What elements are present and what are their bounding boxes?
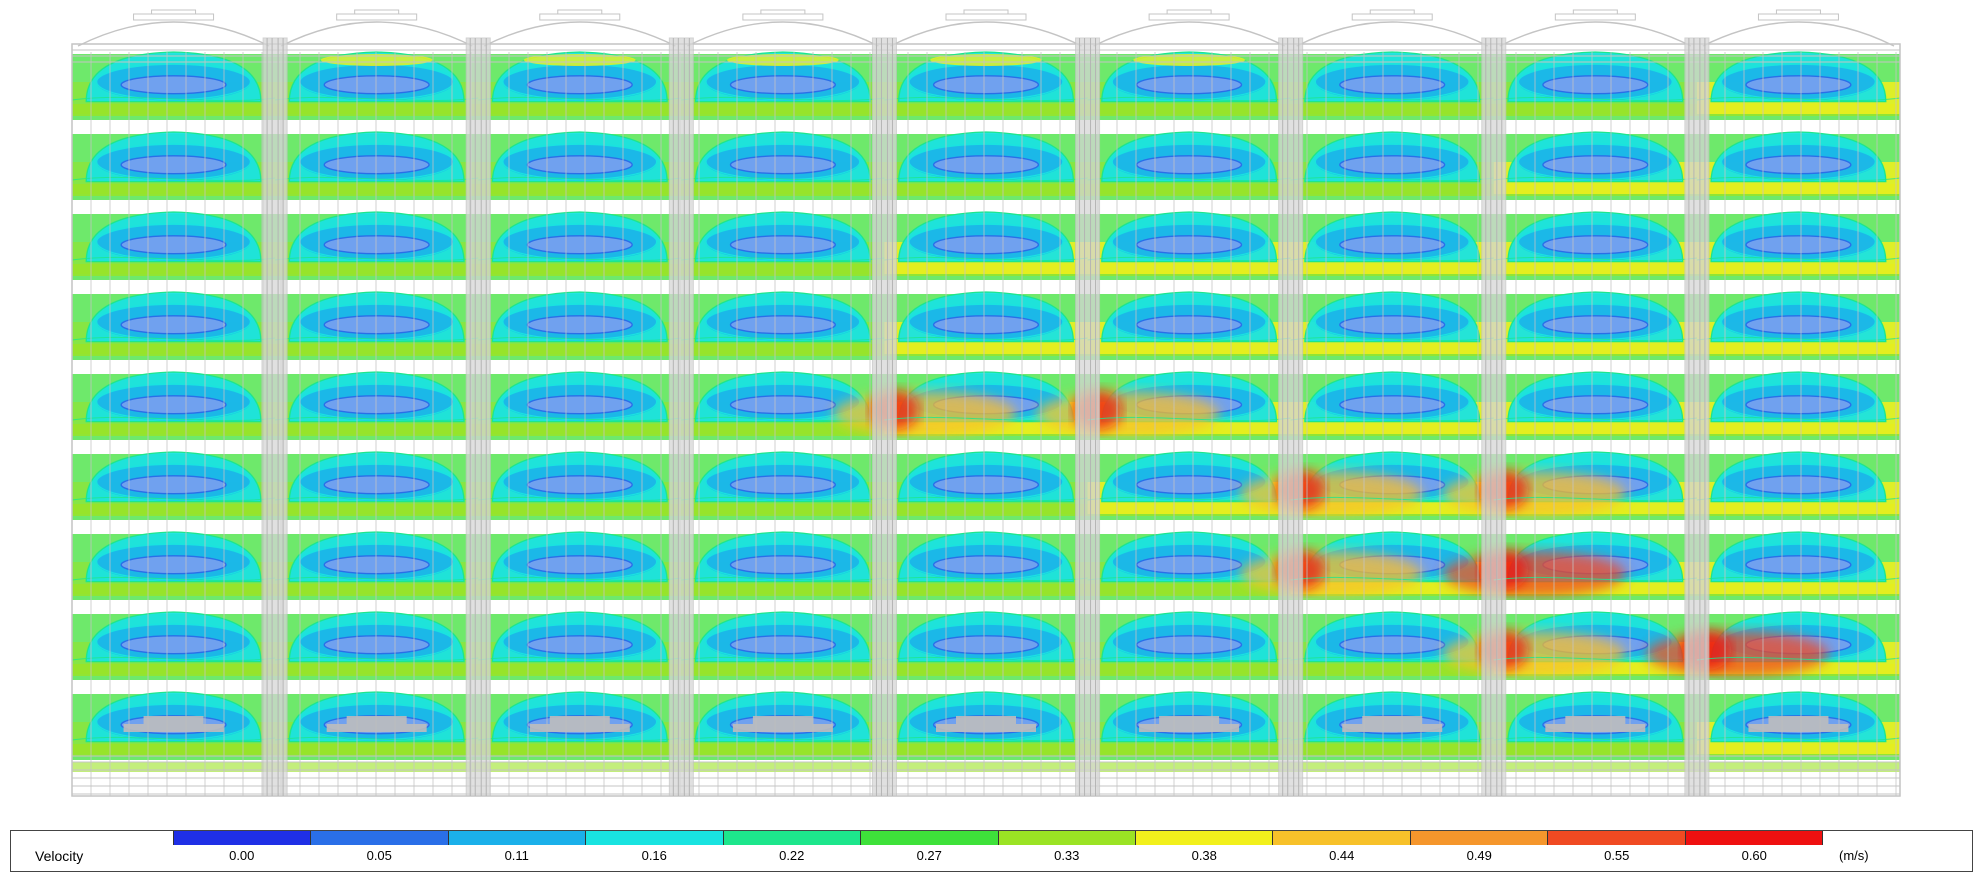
color-scale-segment [1273,831,1411,845]
color-scale-tick-label: 0.49 [1466,848,1492,863]
color-scale-tick-label: 0.33 [1054,848,1080,863]
velocity-field-diagram [71,9,1901,797]
velocity-legend: Velocity 0.00 0.05 0.11 0.16 0.22 0.27 0.33 0.3… [10,830,1973,872]
color-scale-tick-label: 0.55 [1604,848,1630,863]
color-scale-segment [1548,831,1686,845]
color-scale-tick-label: 0.27 [916,848,942,863]
color-scale-segment [448,831,587,845]
color-scale-segment [861,831,999,845]
color-scale-tick-label: 0.11 [504,848,529,863]
color-scale-segment [723,831,862,845]
color-scale-segment [1685,831,1824,845]
color-scale-tick-label: 0.44 [1329,848,1355,863]
color-scale-tick-labels: 0.00 0.05 0.11 0.16 0.22 0.27 0.33 0.38 0.44 0.49… [173,848,1823,866]
building-structure-outline [71,9,1901,797]
color-scale-segment [173,831,312,845]
color-scale-segment [311,831,449,845]
color-scale-segment [1410,831,1549,845]
color-scale-tick-label: 0.22 [779,848,805,863]
color-scale-tick-label: 0.16 [641,848,667,863]
color-scale-segment [586,831,724,845]
color-scale-tick-label: 0.00 [229,848,255,863]
color-scale-bar [173,831,1824,845]
legend-title: Velocity [35,848,84,864]
velocity-contour-field [71,51,1901,772]
color-scale-tick-label: 0.05 [366,848,392,863]
color-scale-tick-label: 0.38 [1191,848,1217,863]
color-scale-segment [1135,831,1274,845]
color-scale-tick-label: 0.60 [1741,848,1767,863]
legend-units: (m/s) [1839,848,1869,863]
color-scale-segment [998,831,1136,845]
